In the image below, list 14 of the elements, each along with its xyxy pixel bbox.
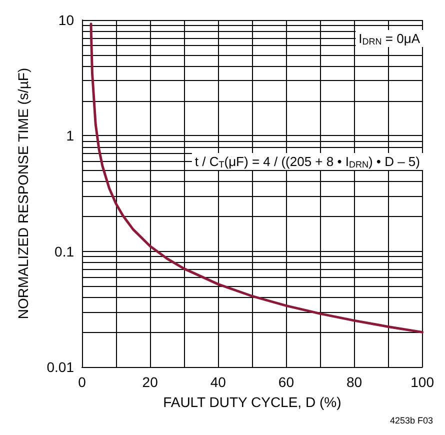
x-axis-title: FAULT DUTY CYCLE, D (%) (163, 394, 342, 410)
x-tick-label: 0 (78, 374, 86, 390)
y-tick-label: 1 (66, 128, 74, 144)
line-series (90, 22, 424, 334)
y-tick-label: 0.01 (46, 359, 74, 375)
text: 4253b F03 (390, 416, 434, 426)
y-tick-label: 10 (58, 12, 74, 28)
y-axis-title: NORMALIZED RESPONSE TIME (s/µF) (15, 68, 31, 320)
x-tick-label: 20 (142, 374, 158, 390)
x-tick-label: 40 (210, 374, 226, 390)
x-tick-label: 80 (346, 374, 362, 390)
x-tick-label: 100 (410, 374, 434, 390)
x-tick-label: 60 (278, 374, 294, 390)
y-tick-label: 0.1 (54, 243, 74, 260)
